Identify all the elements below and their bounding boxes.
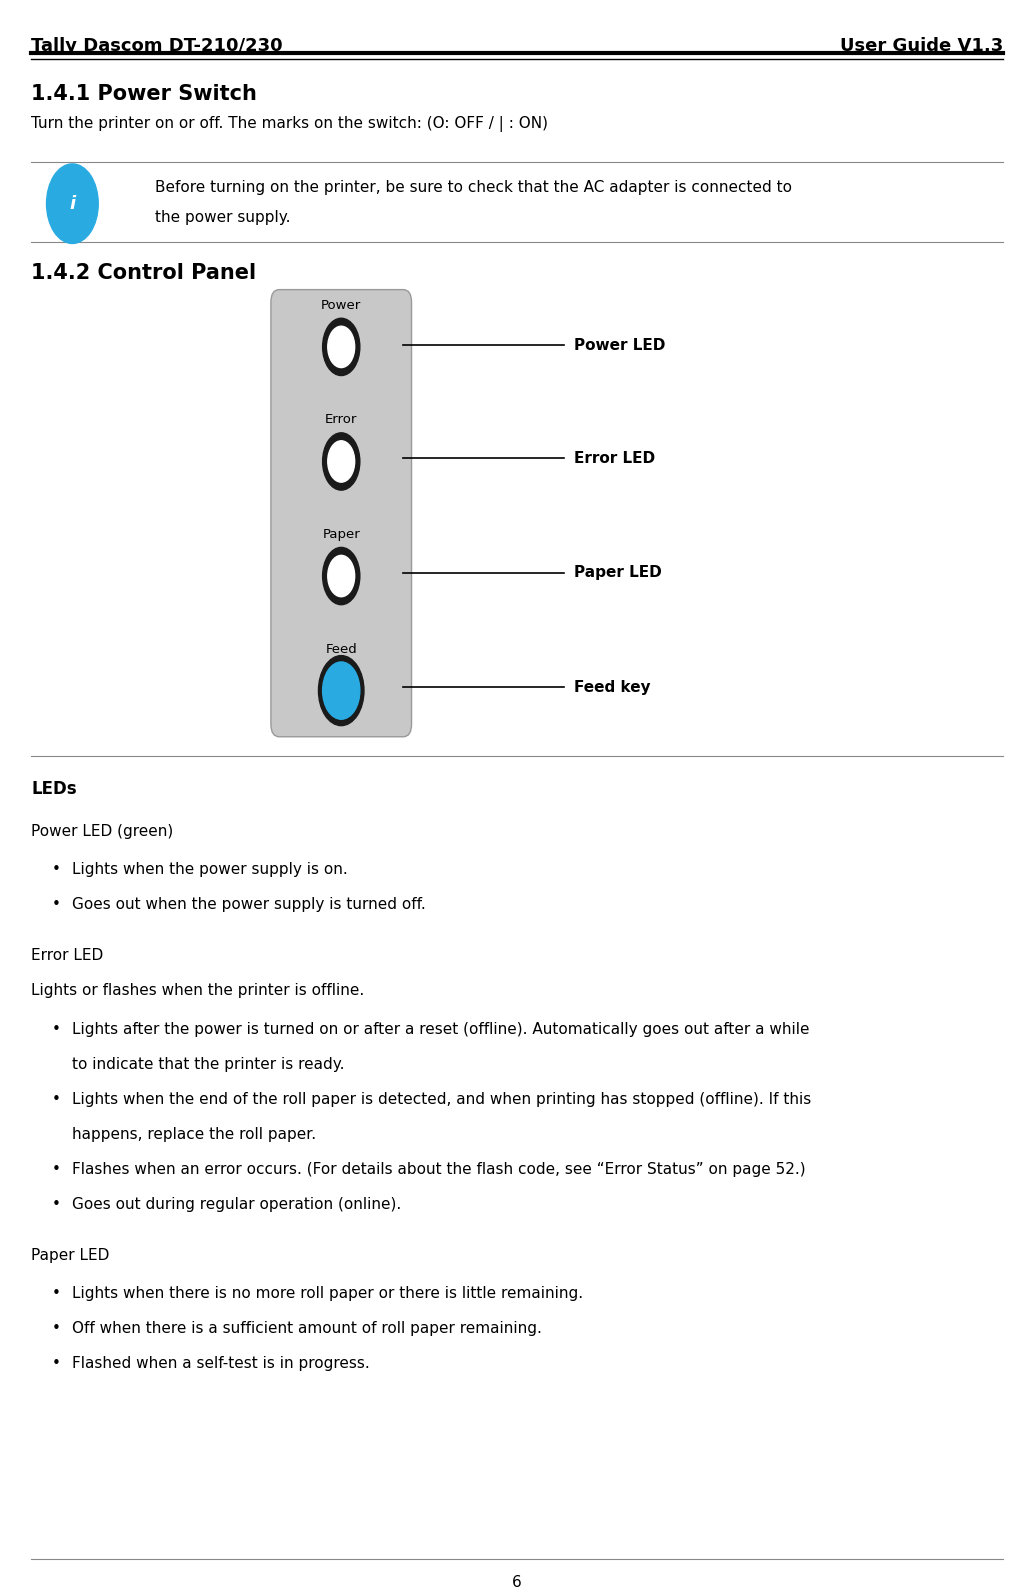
Text: Lights or flashes when the printer is offline.: Lights or flashes when the printer is of… (31, 983, 364, 998)
Text: •: • (52, 1092, 61, 1106)
Text: Power: Power (322, 300, 361, 312)
Text: LEDs: LEDs (31, 779, 77, 797)
Text: Turn the printer on or off. The marks on the switch: (O: OFF / | : ON): Turn the printer on or off. The marks on… (31, 116, 548, 132)
Text: Lights after the power is turned on or after a reset (offline). Automatically go: Lights after the power is turned on or a… (72, 1022, 810, 1036)
Text: 1.4.1 Power Switch: 1.4.1 Power Switch (31, 84, 256, 104)
Text: Goes out during regular operation (online).: Goes out during regular operation (onlin… (72, 1197, 401, 1211)
Text: Feed key: Feed key (574, 681, 650, 695)
Text: •: • (52, 1286, 61, 1301)
Text: •: • (52, 1197, 61, 1211)
Text: to indicate that the printer is ready.: to indicate that the printer is ready. (72, 1057, 345, 1071)
Text: Error LED: Error LED (31, 948, 103, 963)
Text: Flashes when an error occurs. (For details about the flash code, see “Error Stat: Flashes when an error occurs. (For detai… (72, 1162, 807, 1176)
Text: 6: 6 (512, 1575, 522, 1591)
Text: happens, replace the roll paper.: happens, replace the roll paper. (72, 1127, 316, 1141)
Text: Lights when there is no more roll paper or there is little remaining.: Lights when there is no more roll paper … (72, 1286, 583, 1301)
Text: Power LED: Power LED (574, 338, 665, 352)
Text: Error LED: Error LED (574, 451, 655, 465)
Circle shape (318, 655, 364, 725)
Text: Paper LED: Paper LED (31, 1248, 110, 1262)
Text: Lights when the end of the roll paper is detected, and when printing has stopped: Lights when the end of the roll paper is… (72, 1092, 812, 1106)
Text: Before turning on the printer, be sure to check that the AC adapter is connected: Before turning on the printer, be sure t… (155, 180, 792, 194)
Circle shape (328, 327, 355, 368)
Text: Off when there is a sufficient amount of roll paper remaining.: Off when there is a sufficient amount of… (72, 1321, 542, 1336)
Text: Paper: Paper (323, 528, 360, 540)
Text: Error: Error (325, 413, 358, 427)
FancyBboxPatch shape (271, 290, 412, 736)
Text: 1.4.2 Control Panel: 1.4.2 Control Panel (31, 263, 256, 282)
Text: •: • (52, 1022, 61, 1036)
Text: Lights when the power supply is on.: Lights when the power supply is on. (72, 862, 348, 877)
Circle shape (323, 319, 360, 376)
Text: •: • (52, 1321, 61, 1336)
Circle shape (47, 164, 98, 244)
Text: Paper LED: Paper LED (574, 566, 662, 580)
Text: Tally Dascom DT-210/230: Tally Dascom DT-210/230 (31, 37, 282, 54)
Circle shape (328, 442, 355, 481)
Circle shape (323, 662, 360, 719)
Text: Power LED (green): Power LED (green) (31, 824, 174, 840)
Text: the power supply.: the power supply. (155, 210, 291, 225)
Text: •: • (52, 897, 61, 912)
Text: •: • (52, 1162, 61, 1176)
Circle shape (323, 434, 360, 489)
Text: Flashed when a self-test is in progress.: Flashed when a self-test is in progress. (72, 1356, 370, 1371)
Text: i: i (69, 194, 75, 212)
Circle shape (328, 555, 355, 596)
Text: Feed: Feed (326, 642, 357, 655)
Text: Goes out when the power supply is turned off.: Goes out when the power supply is turned… (72, 897, 426, 912)
Text: User Guide V1.3: User Guide V1.3 (840, 37, 1003, 54)
Text: •: • (52, 1356, 61, 1371)
Text: •: • (52, 862, 61, 877)
Circle shape (323, 547, 360, 604)
